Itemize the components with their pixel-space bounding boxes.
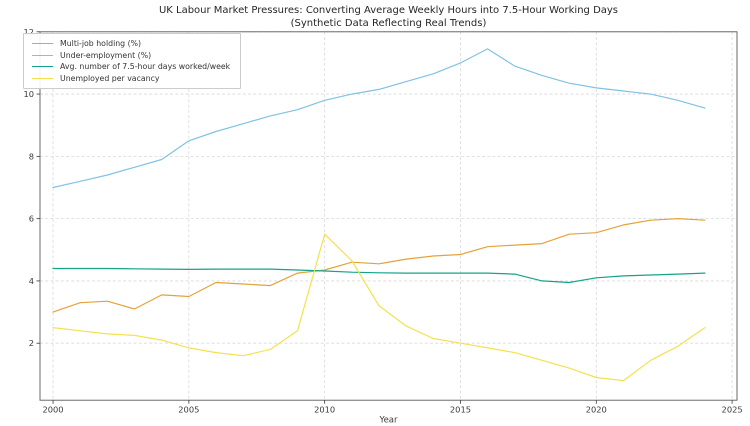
- legend-label: Under-employment (%): [60, 50, 152, 60]
- x-tick-label: 2010: [314, 405, 335, 415]
- legend-item: Under-employment (%): [32, 50, 230, 62]
- legend-line-swatch: [32, 43, 53, 45]
- legend-label: Avg. number of 7.5-hour days worked/week: [60, 62, 231, 72]
- chart-title: UK Labour Market Pressures: Converting A…: [158, 5, 619, 16]
- legend-line-swatch: [32, 78, 53, 80]
- legend-item: Unemployed per vacancy: [32, 73, 230, 85]
- series-line: [52, 48, 706, 189]
- series-line: [52, 267, 706, 284]
- legend: Multi-job holding (%) Under-employment (%…: [23, 33, 242, 90]
- y-tick-label: 12: [23, 27, 34, 37]
- legend-item: Avg. number of 7.5-hour days worked/week: [32, 61, 230, 73]
- legend-line-swatch: [32, 66, 53, 68]
- legend-item: Multi-job holding (%): [32, 38, 230, 50]
- x-tick-label: 2005: [178, 405, 199, 415]
- axes-frame: [39, 31, 738, 401]
- chart-subtitle: (Synthetic Data Reflecting Real Trends): [290, 18, 487, 29]
- x-tick-label: 2025: [722, 405, 743, 415]
- x-axis-label: Year: [379, 416, 399, 426]
- y-tick-label: 6: [29, 214, 34, 224]
- legend-label: Multi-job holding (%): [60, 39, 142, 49]
- legend-label: Unemployed per vacancy: [60, 74, 160, 84]
- y-tick-label: 10: [23, 89, 34, 99]
- y-tick-label: 8: [29, 151, 34, 161]
- series-line: [52, 233, 706, 382]
- x-tick-label: 2020: [586, 405, 607, 415]
- y-tick-label: 2: [29, 338, 34, 348]
- y-tick-label: 4: [29, 276, 34, 286]
- legend-line-swatch: [32, 54, 53, 56]
- x-tick-label: 2000: [42, 405, 63, 415]
- series-line: [52, 218, 706, 313]
- x-tick-label: 2015: [450, 405, 471, 415]
